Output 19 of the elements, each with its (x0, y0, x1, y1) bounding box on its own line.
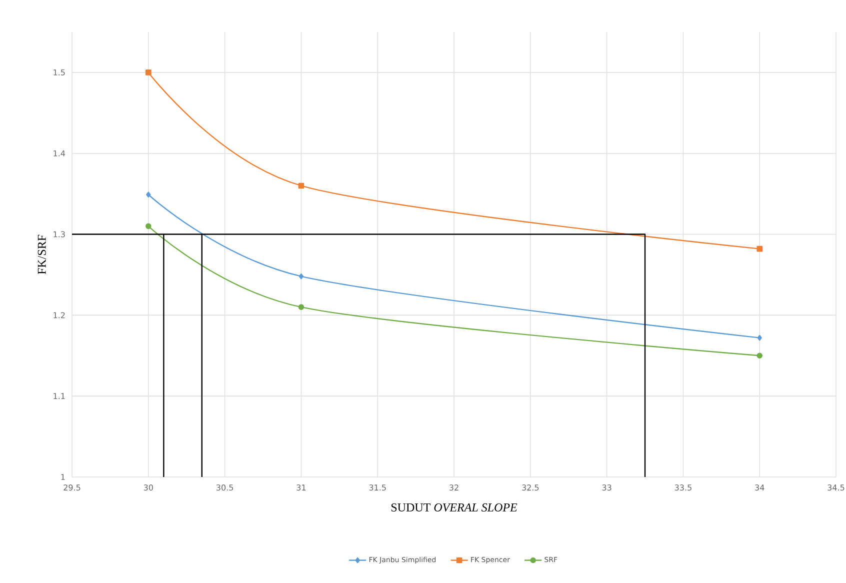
x-tick-label: 32 (450, 484, 458, 491)
y-tick-label: 1.1 (54, 393, 65, 399)
y-tick-label: 1.3 (54, 231, 65, 238)
y-tick-label: 1.2 (54, 312, 65, 318)
x-tick-label: 30.5 (216, 484, 234, 491)
y-tick-label: 1 (61, 474, 65, 480)
x-tick-label: 30 (144, 484, 153, 491)
y-tick-label: 1.4 (54, 150, 66, 156)
x-tick-label: 29.5 (64, 484, 80, 491)
x-tick-label: 33.5 (674, 484, 692, 491)
x-tick-label: 31 (296, 484, 306, 491)
x-axis-title: SUDUT OVERAL SLOPE (391, 503, 518, 512)
x-tick-label: 34 (755, 484, 764, 491)
x-tick-label: 33 (602, 484, 612, 491)
x-tick-label: 32.5 (522, 484, 539, 491)
x-tick-label: 31.5 (369, 484, 386, 491)
y-tick-label: 1.5 (54, 69, 65, 76)
y-axis-title: FK/SRF (38, 234, 46, 274)
x-tick-label: 34.5 (828, 484, 844, 491)
